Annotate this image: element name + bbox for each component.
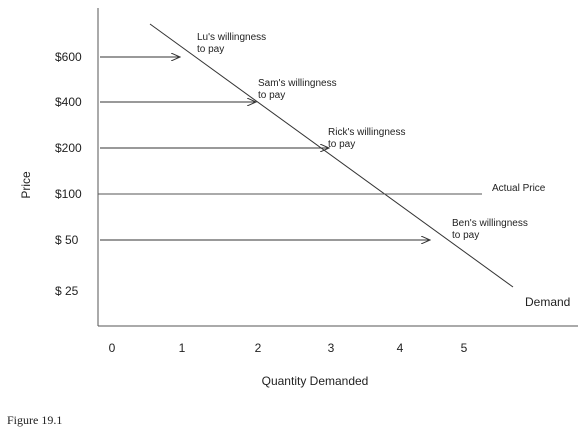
x-tick-label: 2 <box>255 341 262 355</box>
actual-price-label: Actual Price <box>492 183 546 194</box>
x-tick-label: 1 <box>179 341 186 355</box>
y-axis-title: Price <box>19 171 33 199</box>
willingness-label: Sam's willingness to pay <box>258 78 337 101</box>
x-tick-label: 5 <box>461 341 468 355</box>
x-tick-label: 4 <box>397 341 404 355</box>
x-tick-label: 3 <box>328 341 335 355</box>
figure-caption: Figure 19.1 <box>7 413 63 427</box>
x-axis-title: Quantity Demanded <box>262 374 369 388</box>
y-tick-label: $400 <box>55 95 82 109</box>
y-tick-label: $600 <box>55 50 82 64</box>
demand-label: Demand <box>525 295 570 309</box>
willingness-label: Ben's willingness to pay <box>452 218 528 241</box>
y-tick-label: $ 25 <box>55 284 79 298</box>
x-tick-label: 0 <box>109 341 116 355</box>
willingness-label: Rick's willingness to pay <box>328 127 406 150</box>
y-tick-label: $100 <box>55 187 82 201</box>
y-tick-label: $ 50 <box>55 233 79 247</box>
demand-line <box>149 23 514 288</box>
y-tick-label: $200 <box>55 141 82 155</box>
willingness-label: Lu's willingness to pay <box>197 32 266 55</box>
